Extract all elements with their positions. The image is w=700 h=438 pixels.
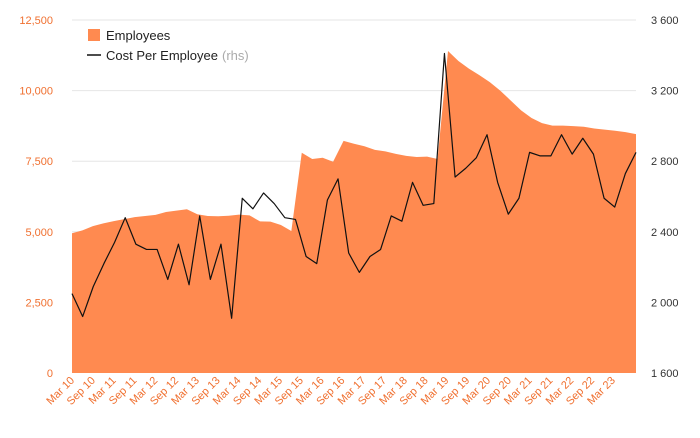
legend-employees-label: Employees [106,28,171,43]
right-axis-tick-label: 1 600 [651,368,679,380]
right-axis-tick-label: 2 400 [651,227,679,239]
legend-employees-swatch [88,29,100,41]
left-axis-tick-label: 10,000 [19,86,53,98]
left-axis-tick-label: 7,500 [25,156,53,168]
legend: Employees Cost Per Employee (rhs) [87,28,249,63]
left-axis-tick-label: 2,500 [25,297,53,309]
legend-cost-suffix: (rhs) [222,48,249,63]
employees-area-layer [72,51,636,374]
right-axis-tick-label: 2 000 [651,297,679,309]
legend-cost-label: Cost Per Employee (rhs) [106,48,249,63]
legend-cost-main: Cost Per Employee [106,48,218,63]
left-axis-tick-label: 12,500 [19,15,53,27]
left-axis-tick-label: 0 [47,368,53,380]
cost-per-employee-line [71,52,637,319]
cost-line-layer [71,52,637,319]
employees-area [72,51,636,374]
left-axis-tick-label: 5,000 [25,227,53,239]
right-axis-tick-label: 3 600 [651,15,679,27]
right-axis-tick-label: 2 800 [651,156,679,168]
right-axis-tick-label: 3 200 [651,86,679,98]
right-y-axis: 1 600 2 000 2 400 2 800 3 200 3 600 [651,15,679,380]
left-y-axis: 0 2,500 5,000 7,500 10,000 12,500 [19,15,53,380]
